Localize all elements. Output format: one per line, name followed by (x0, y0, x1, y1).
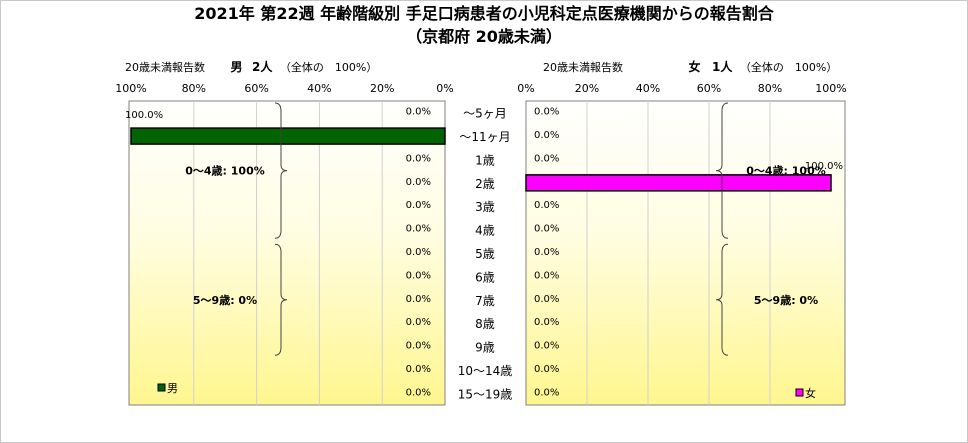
male-data-label: 0.0% (406, 247, 431, 258)
age-category-label: 2歳 (475, 177, 495, 191)
male-data-label: 0.0% (406, 153, 431, 164)
right-header-count: 1人 (712, 60, 733, 74)
left-tick-label: 60% (244, 82, 268, 95)
right-tick-label: 100% (815, 82, 846, 95)
male-data-label: 0.0% (406, 224, 431, 235)
right-tick-label: 0% (517, 82, 534, 95)
right-tick-label: 40% (636, 82, 660, 95)
left-summary-0-4: 0～4歳: 100% (185, 164, 265, 178)
female-data-label: 0.0% (534, 200, 559, 211)
left-tick-label: 0% (436, 82, 453, 95)
age-category-label: 1歳 (475, 153, 495, 167)
age-category-label: 5歳 (475, 247, 495, 261)
left-tick-label: 20% (370, 82, 394, 95)
left-tick-label: 40% (307, 82, 331, 95)
female-data-label: 0.0% (534, 317, 559, 328)
left-header-sex: 男 (230, 60, 243, 74)
male-data-label: 0.0% (406, 177, 431, 188)
left-summary-5-9: 5～9歳: 0% (193, 293, 257, 307)
female-data-label: 100.0% (805, 161, 843, 172)
age-category-label: 9歳 (475, 341, 495, 355)
age-category-label: 8歳 (475, 317, 495, 331)
right-brace-5-9 (715, 243, 729, 356)
female-data-label: 0.0% (534, 341, 559, 352)
female-legend-label: 女 (805, 386, 816, 400)
left-header-count: 2人 (252, 60, 273, 74)
female-data-label: 0.0% (534, 224, 559, 235)
left-plot-area (128, 100, 446, 406)
right-header-label: 20歳未満報告数 (543, 61, 623, 74)
age-category-label: 10～14歳 (458, 364, 513, 378)
male-legend-swatch (157, 383, 166, 392)
male-data-label: 0.0% (406, 387, 431, 398)
male-data-label: 100.0% (125, 110, 163, 121)
female-data-label: 0.0% (534, 247, 559, 258)
left-header-label: 20歳未満報告数 (125, 61, 205, 74)
age-category-label: ～11ヶ月 (459, 130, 510, 144)
right-summary-5-9: 5～9歳: 0% (754, 293, 818, 307)
male-data-label: 0.0% (406, 317, 431, 328)
age-category-label: 3歳 (475, 200, 495, 214)
male-legend-label: 男 (167, 382, 178, 395)
male-data-label: 0.0% (406, 270, 431, 281)
left-tick-label: 100% (115, 82, 146, 95)
male-bar (130, 127, 446, 145)
chart-subtitle: （京都府 20歳未満） (406, 27, 562, 46)
male-data-label: 0.0% (406, 107, 431, 118)
age-category-label: ～5ヶ月 (463, 107, 507, 121)
right-header-sex: 女 (688, 60, 701, 74)
left-brace-5-9 (274, 243, 288, 356)
right-tick-label: 60% (697, 82, 721, 95)
right-header: 20歳未満報告数 女 1人 （全体の 100%） (543, 60, 837, 75)
right-brace-0-4 (715, 102, 729, 239)
male-data-label: 0.0% (406, 200, 431, 211)
left-header: 20歳未満報告数 男 2人 （全体の 100%） (125, 60, 377, 75)
left-header-share: （全体の 100%） (279, 61, 378, 74)
female-data-label: 0.0% (534, 130, 559, 141)
female-data-label: 0.0% (534, 294, 559, 305)
right-header-share: （全体の 100%） (739, 61, 838, 74)
age-category-label: 15～19歳 (458, 387, 513, 401)
age-category-label: 4歳 (475, 224, 495, 238)
female-bar (525, 174, 832, 192)
male-data-label: 0.0% (406, 341, 431, 352)
female-data-label: 0.0% (534, 364, 559, 375)
right-tick-label: 80% (758, 82, 782, 95)
female-data-label: 0.0% (534, 107, 559, 118)
right-summary-0-4: 0～4歳: 100% (746, 164, 826, 178)
male-data-label: 0.0% (406, 294, 431, 305)
chart-title: 2021年 第22週 年齢階級別 手足口病患者の小児科定点医療機関からの報告割合 (194, 4, 774, 23)
right-tick-label: 20% (575, 82, 599, 95)
right-plot-area (525, 100, 846, 406)
female-data-label: 0.0% (534, 270, 559, 281)
female-data-label: 0.0% (534, 387, 559, 398)
age-category-label: 6歳 (475, 270, 495, 284)
age-category-label: 7歳 (475, 294, 495, 308)
female-legend-swatch (795, 388, 804, 397)
female-data-label: 0.0% (534, 153, 559, 164)
left-brace-0-4 (274, 102, 288, 239)
male-data-label: 0.0% (406, 364, 431, 375)
left-tick-label: 80% (182, 82, 206, 95)
